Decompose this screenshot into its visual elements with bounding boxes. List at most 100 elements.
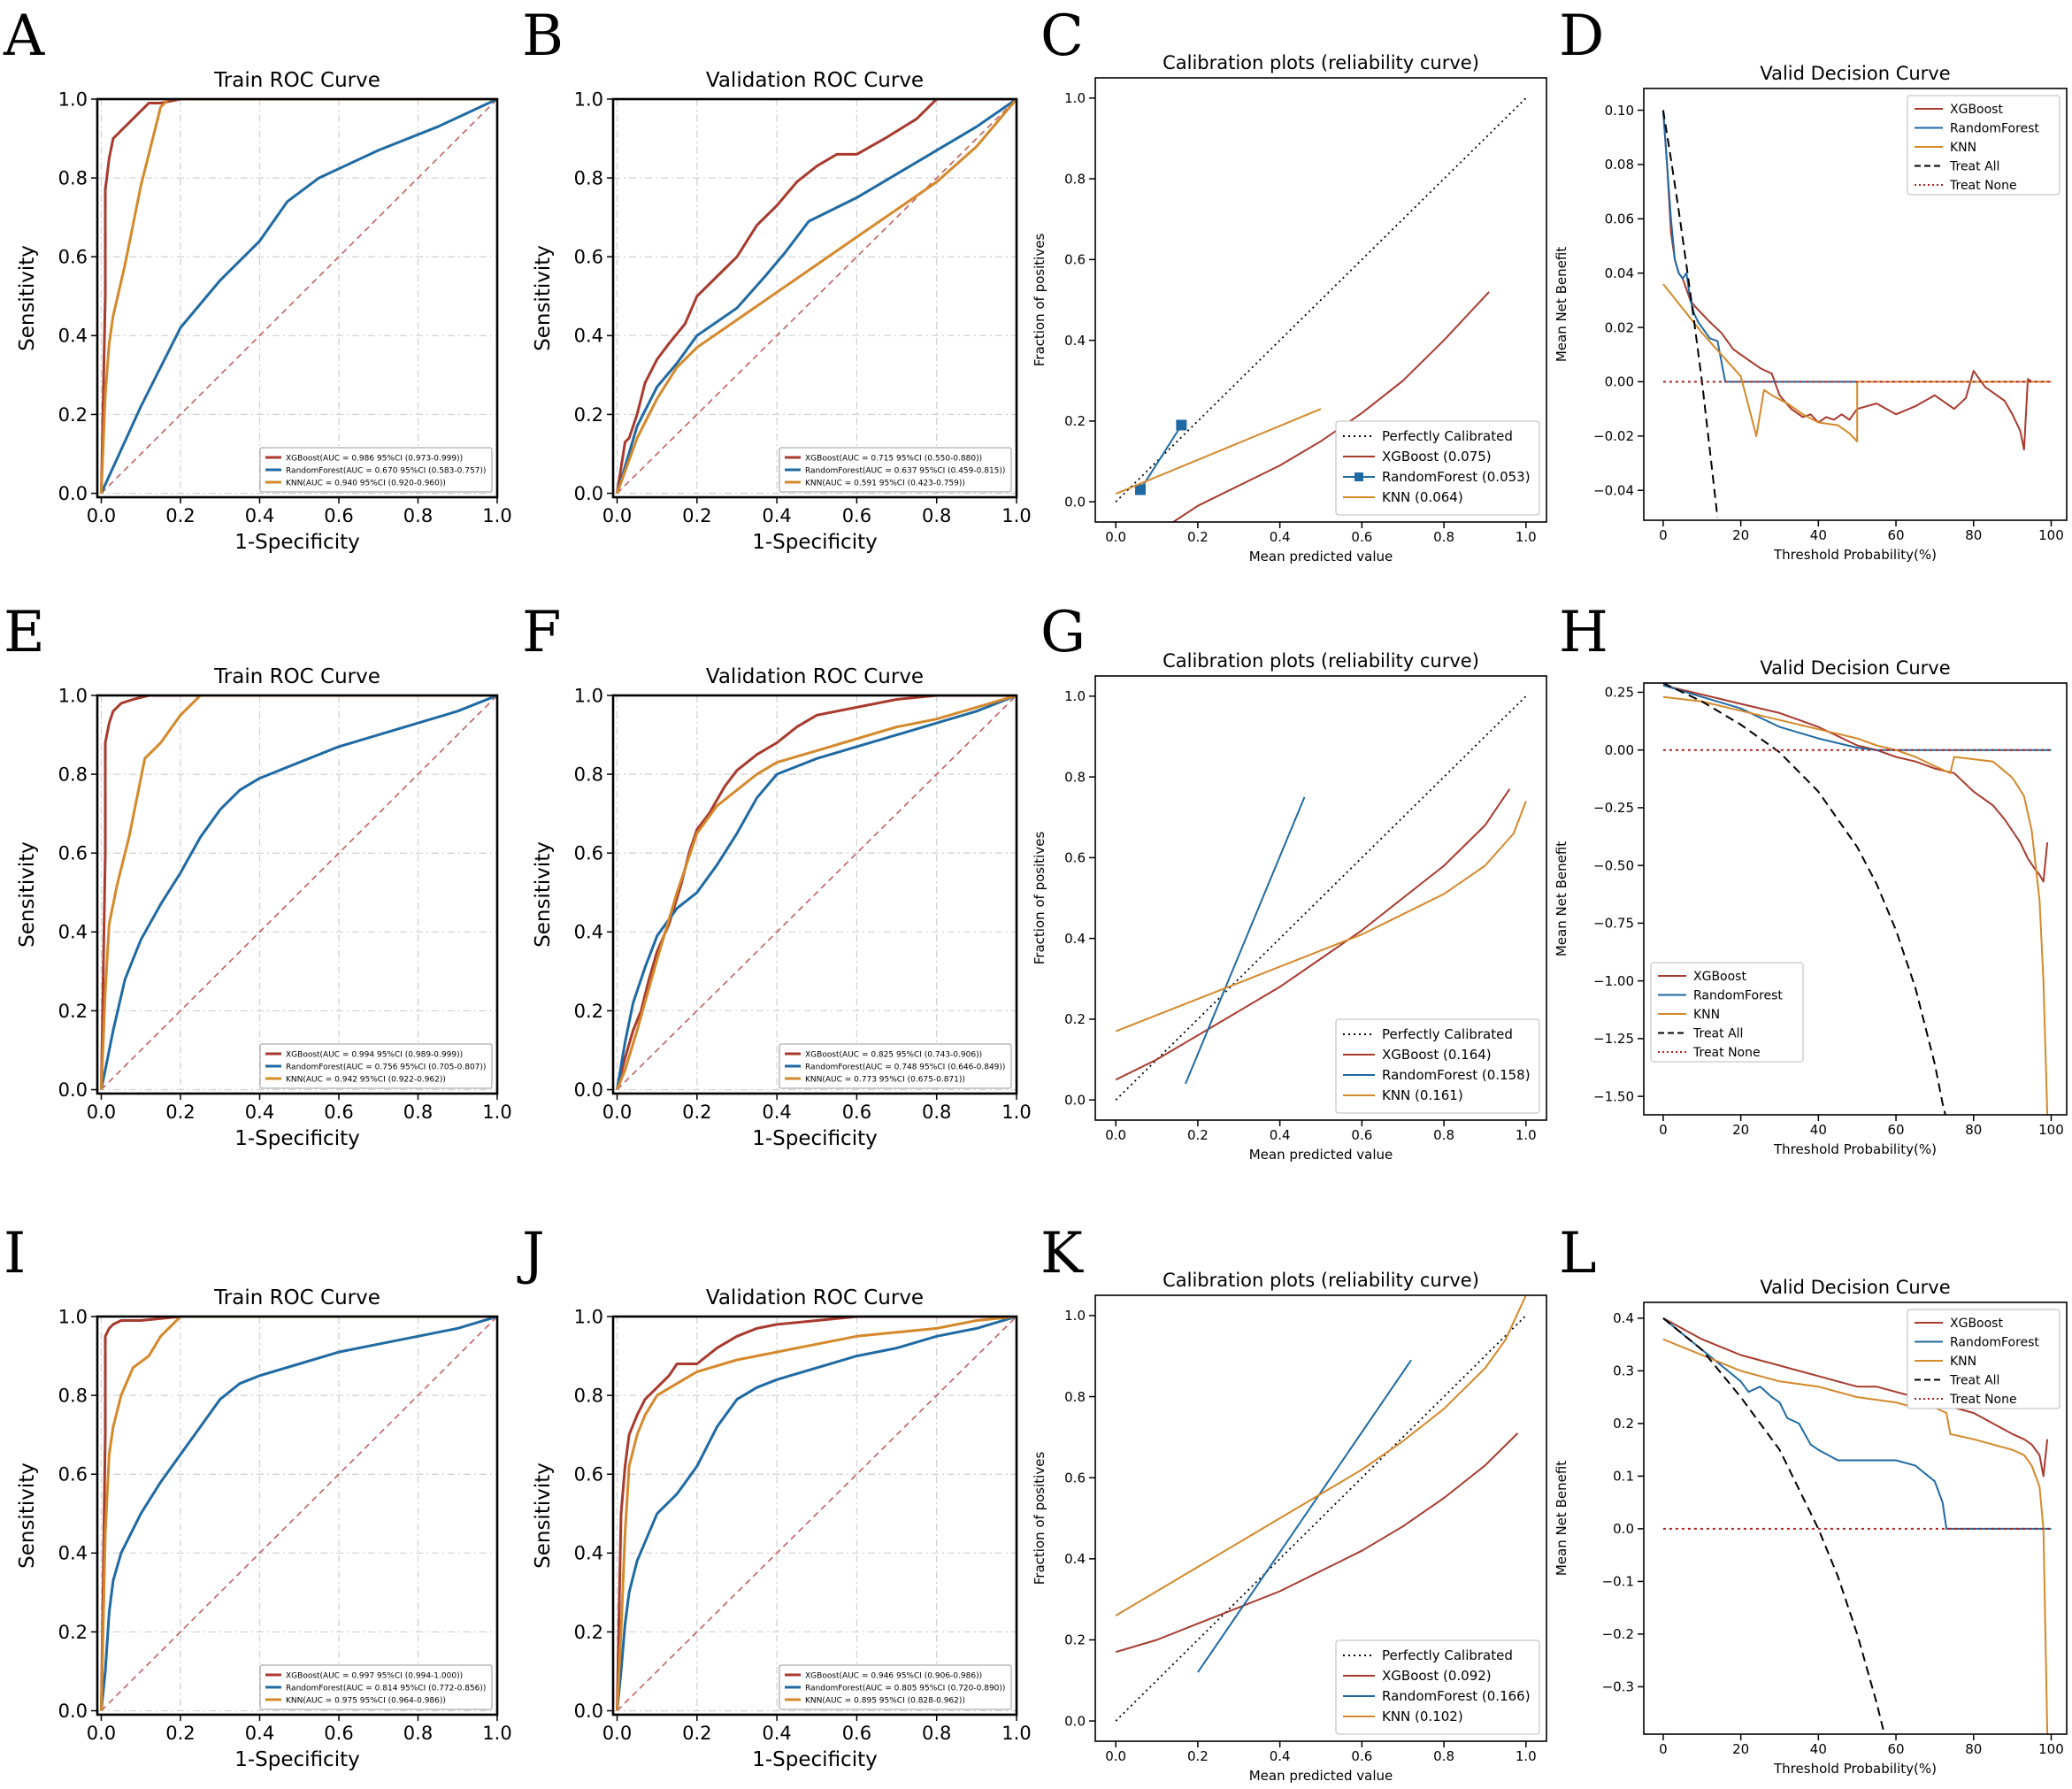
legend-entry: XGBoost(AUC = 0.997 95%CI (0.994-1.000)) (286, 1672, 463, 1681)
axes-frame (1094, 1294, 1547, 1742)
perfect-calibration-line (1115, 97, 1527, 503)
series-line-knn (100, 1317, 497, 1711)
y-tick-label: 0.2 (574, 1622, 603, 1643)
legend: Perfectly Calibrated XGBoost (0.075) Rando… (1335, 420, 1540, 516)
panel-L: L Valid Decision Curve 0 20 40 60 80 100 −0.3 −0.… (1554, 1221, 2068, 1777)
chance-diagonal (100, 99, 497, 495)
legend-entry: Treat None (1692, 1046, 1761, 1060)
legend-entry: XGBoost(AUC = 0.994 95%CI (0.989-0.999)) (286, 1051, 463, 1060)
axes-frame (1643, 682, 2068, 1116)
x-axis-label: Mean predicted value (1249, 549, 1393, 564)
legend-entry: KNN(AUC = 0.942 95%CI (0.922-0.962)) (286, 1076, 446, 1085)
y-axis-label: Mean Net Benefit (1554, 1461, 1569, 1576)
panel-label: B (522, 4, 564, 69)
x-tick-label: 100 (2038, 1122, 2064, 1138)
y-tick-label: −0.02 (1593, 428, 1634, 444)
x-tick-label: 40 (1810, 1741, 1827, 1757)
x-tick-label: 1.0 (482, 1723, 511, 1744)
series-line-knn (100, 695, 497, 1090)
y-tick-label: 1.0 (574, 88, 603, 110)
legend-entry: KNN(AUC = 0.591 95%CI (0.423-0.759)) (805, 480, 965, 488)
y-tick-label: 0.0 (1064, 1092, 1086, 1108)
legend-entry: RandomForest (0.053) (1382, 469, 1531, 485)
panel-E: E Train ROC Curve 0.0 0.2 0.4 0.6 0.8 1.0 0.0 0.2… (4, 600, 512, 1150)
legend: XGBoost RandomForest KNN Treat All Treat Non… (1907, 1309, 2060, 1409)
x-tick-label: 0.2 (1187, 1127, 1209, 1143)
series-line-knn (1662, 695, 2049, 1115)
x-tick-label: 0.6 (1351, 529, 1372, 545)
x-tick-label: 0.2 (165, 1102, 195, 1123)
legend-entry: XGBoost (1950, 103, 2003, 117)
series-line-randomforest (1662, 1317, 2052, 1530)
y-tick-label: 0.2 (1613, 1416, 1634, 1432)
x-tick-label: 20 (1732, 1741, 1749, 1757)
series-line-xgboost (616, 695, 1017, 1090)
chart-title: Validation ROC Curve (706, 69, 924, 92)
legend-entry: RandomForest(AUC = 0.637 95%CI (0.459-0.… (805, 467, 1005, 476)
legend-entry: Perfectly Calibrated (1382, 428, 1513, 444)
legend: XGBoost RandomForest KNN Treat All Treat Non… (1650, 962, 1804, 1063)
x-tick-label: 20 (1732, 1122, 1749, 1138)
y-tick-label: 0.6 (574, 1464, 603, 1486)
y-tick-label: 0.6 (574, 247, 603, 268)
series-line-randomforest (616, 99, 1017, 494)
y-tick-label: 1.0 (1064, 1308, 1086, 1324)
y-tick-label: 0.2 (1064, 1011, 1086, 1027)
series-line-xgboost (1115, 1432, 1519, 1654)
legend-entry: XGBoost (0.164) (1382, 1047, 1492, 1063)
plot-area (1115, 1295, 1527, 1722)
x-tick-label: 80 (1965, 527, 1982, 543)
x-axis-label: Threshold Probability(%) (1773, 547, 1937, 563)
x-tick-label: 0.6 (842, 1102, 871, 1123)
x-axis-label: Mean predicted value (1249, 1147, 1393, 1163)
y-tick-label: 0.4 (1064, 333, 1086, 349)
x-tick-label: 0 (1659, 527, 1668, 543)
y-tick-label: 0.2 (58, 1001, 88, 1022)
series-line-randomforest (1662, 684, 2052, 751)
axes-frame (611, 694, 1018, 1095)
legend-entry: XGBoost (1950, 1317, 2003, 1331)
x-axis-label: 1-Specificity (752, 1127, 877, 1150)
panel-I: I Train ROC Curve 0.0 0.2 0.4 0.6 0.8 1.0 0.0 0.2… (4, 1221, 512, 1771)
y-tick-label: 0.8 (574, 764, 603, 785)
chance-diagonal (100, 1317, 497, 1712)
x-tick-label: 0.2 (165, 505, 195, 526)
series-line-knn (100, 99, 497, 494)
series-line-knn (1662, 1338, 2049, 1734)
x-tick-label: 0.0 (602, 1102, 632, 1123)
x-tick-label: 0.8 (1433, 1748, 1454, 1764)
x-tick-label: 1.0 (482, 505, 511, 526)
panel-label: L (1559, 1221, 1597, 1286)
x-tick-label: 0.6 (324, 1102, 353, 1123)
chance-diagonal (616, 1317, 1017, 1712)
x-tick-label: 0.6 (324, 505, 353, 526)
plot-area (100, 1317, 497, 1712)
x-tick-label: 40 (1810, 527, 1827, 543)
plot-area (616, 695, 1017, 1091)
y-tick-label: 0.0 (574, 1701, 603, 1722)
axes-frame (96, 1315, 499, 1716)
x-tick-label: 1.0 (1001, 1723, 1031, 1744)
plot-area (1662, 1317, 2052, 1734)
x-tick-label: 0.0 (1105, 529, 1126, 545)
x-tick-label: 0.4 (245, 1723, 274, 1744)
legend-entry: Treat All (1949, 1374, 1999, 1388)
y-tick-label: 0.6 (58, 843, 88, 864)
plot-area (616, 99, 1017, 495)
y-tick-label: 0.0 (1064, 1713, 1086, 1729)
perfect-calibration-line (1115, 695, 1527, 1101)
legend-entry: KNN (1950, 141, 1976, 155)
series-line-randomforest (616, 695, 1017, 1090)
x-tick-label: 0.6 (1351, 1127, 1372, 1143)
x-tick-label: 0 (1659, 1741, 1668, 1757)
series-line-xgboost (1172, 291, 1490, 522)
series-line-knn (616, 1317, 1017, 1711)
legend-entry: XGBoost (0.092) (1382, 1668, 1492, 1684)
legend-entry: Treat None (1949, 1393, 2017, 1407)
y-axis-label: Mean Net Benefit (1554, 247, 1569, 362)
series-line-knn (616, 695, 1017, 1091)
x-tick-label: 80 (1965, 1122, 1982, 1138)
axes-frame (96, 694, 499, 1095)
y-axis-label: Mean Net Benefit (1554, 841, 1569, 956)
y-tick-label: 0.0 (58, 1701, 88, 1722)
